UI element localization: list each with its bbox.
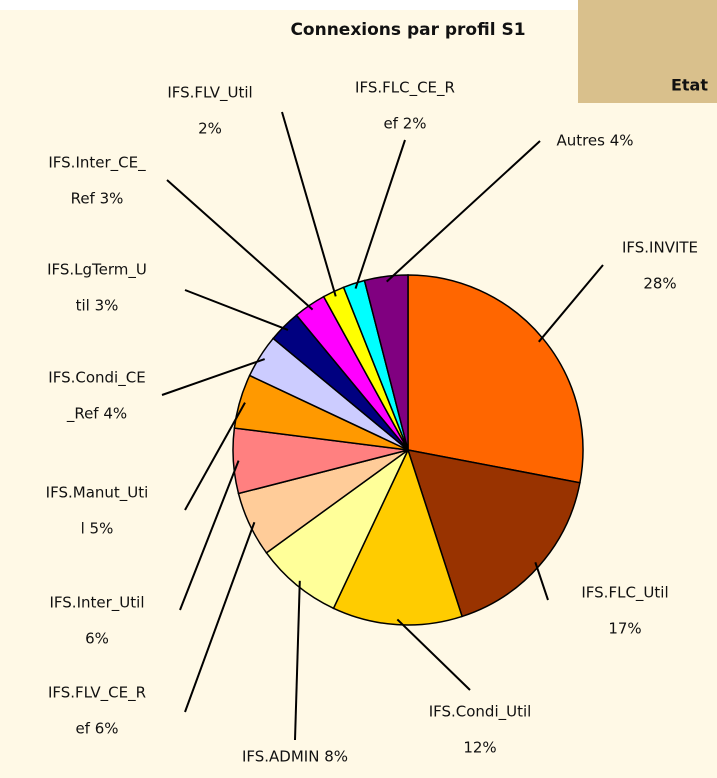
leader-line <box>386 140 541 283</box>
slice-label: Ref 3% <box>71 190 124 208</box>
slice-label: _Ref 4% <box>66 405 127 424</box>
leader-line <box>179 460 240 611</box>
slice-label: IFS.Inter_Util <box>50 594 145 613</box>
leader-line <box>166 179 314 311</box>
top-band <box>0 0 578 10</box>
slice-label: IFS.Condi_CE <box>48 369 145 388</box>
slice-label: IFS.Manut_Uti <box>46 484 149 503</box>
leader-line <box>281 111 337 297</box>
slice-label: IFS.LgTerm_U <box>47 261 147 280</box>
slice-label: 28% <box>643 275 676 293</box>
slice-label: IFS.INVITE <box>622 239 698 257</box>
slice-label: IFS.FLV_CE_R <box>48 684 146 703</box>
panel <box>578 0 717 103</box>
slice-label: l 5% <box>81 520 114 538</box>
slice-label: IFS.Condi_Util <box>429 703 532 722</box>
slice-label: til 3% <box>76 297 119 315</box>
leader-line <box>294 580 301 741</box>
chart-title: Connexions par profil S1 <box>290 20 525 40</box>
leader-line <box>184 402 246 511</box>
leader-line <box>396 618 471 691</box>
slice-label: ef 6% <box>75 720 118 738</box>
leader-line <box>538 264 604 343</box>
slice-label: IFS.Inter_CE_ <box>48 154 146 173</box>
slice-label: IFS.FLC_Util <box>581 584 668 603</box>
pie-slice <box>363 274 409 451</box>
slice-label: 17% <box>608 620 641 638</box>
slice-label: ef 2% <box>383 115 426 133</box>
panel-label: Etat <box>671 76 708 95</box>
slice-label: 6% <box>85 630 109 648</box>
leader-line <box>161 358 266 396</box>
slice-label: 12% <box>463 739 496 757</box>
slice-label: IFS.FLC_CE_R <box>355 79 455 98</box>
leader-line <box>354 139 406 289</box>
slice-label: IFS.FLV_Util <box>167 84 252 103</box>
leader-line <box>184 289 289 331</box>
pie-slice <box>406 449 581 618</box>
slice-label: IFS.ADMIN 8% <box>242 748 348 766</box>
pie-slice <box>332 447 464 626</box>
slice-label: 2% <box>198 120 222 138</box>
slice-label: Autres 4% <box>556 132 633 150</box>
leader-line <box>534 561 549 601</box>
leader-line <box>184 521 256 713</box>
